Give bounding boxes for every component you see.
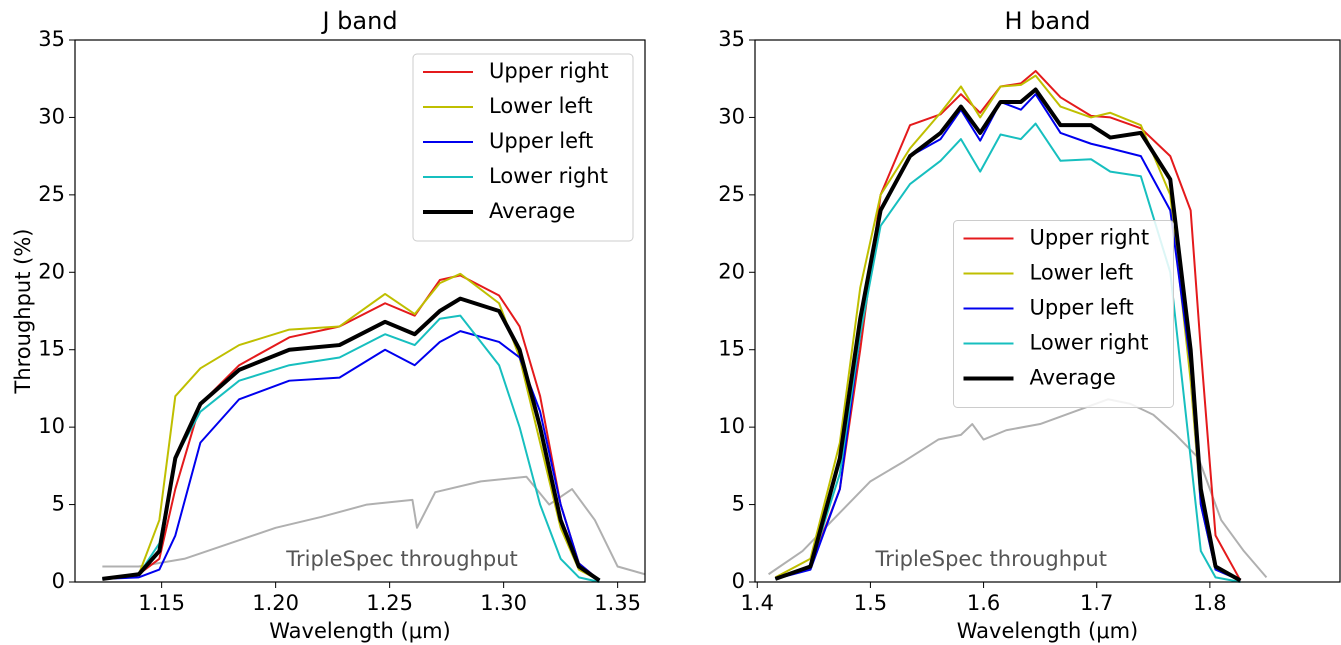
x-axis-label: Wavelength (μm): [957, 619, 1138, 643]
x-tick-label: 1.35: [594, 591, 641, 615]
legend-label: Lower left: [489, 94, 593, 118]
y-tick-label: 0: [732, 569, 745, 593]
legend-label: Upper right: [489, 59, 609, 83]
x-tick-label: 1.20: [252, 591, 299, 615]
y-tick-label: 30: [38, 104, 65, 128]
reference-line: [768, 398, 1268, 579]
series-line: [774, 87, 1242, 583]
y-tick-label: 25: [38, 182, 65, 206]
y-tick-label: 35: [38, 27, 65, 51]
series-line: [102, 296, 601, 583]
annotation: TripleSpec throughput: [285, 547, 517, 571]
series-line: [102, 314, 600, 583]
y-tick-label: 15: [38, 337, 65, 361]
series-line: [102, 274, 601, 582]
y-tick-label: 5: [52, 492, 65, 516]
legend-label: Average: [489, 199, 575, 223]
legend-label: Upper left: [489, 129, 593, 153]
y-tick-label: 20: [718, 259, 745, 283]
y-tick-label: 25: [718, 182, 745, 206]
y-tick-label: 30: [718, 104, 745, 128]
axes-frame: [754, 39, 1341, 583]
chart-title: J band: [320, 7, 397, 35]
series-line: [102, 272, 600, 582]
y-tick-label: 0: [52, 569, 65, 593]
legend-label: Lower right: [1030, 331, 1149, 355]
legend-label: Upper right: [1030, 226, 1150, 250]
x-tick-label: 1.15: [138, 591, 185, 615]
annotation: TripleSpec throughput: [874, 547, 1106, 571]
x-tick-label: 1.6: [967, 591, 1000, 615]
x-tick-label: 1.5: [854, 591, 887, 615]
legend-label: Upper left: [1030, 296, 1134, 320]
y-tick-label: 10: [38, 414, 65, 438]
x-axis-label: Wavelength (μm): [269, 619, 450, 643]
x-tick-label: 1.4: [741, 591, 774, 615]
reference-line: [102, 475, 646, 576]
y-tick-label: 35: [718, 27, 745, 51]
legend-box: [953, 220, 1174, 408]
legend-label: Average: [1030, 366, 1116, 390]
y-axis-label: Throughput (%): [11, 229, 35, 395]
legend-box: [412, 53, 634, 242]
x-tick-label: 1.7: [1080, 591, 1113, 615]
y-tick-label: 20: [38, 259, 65, 283]
y-tick-label: 15: [718, 337, 745, 361]
chart-title: H band: [1004, 7, 1090, 35]
legend-label: Lower left: [1030, 261, 1134, 285]
x-tick-label: 1.25: [366, 591, 413, 615]
y-tick-label: 10: [718, 414, 745, 438]
x-tick-label: 1.30: [480, 591, 527, 615]
y-tick-label: 5: [732, 492, 745, 516]
series-line: [102, 330, 601, 582]
axes-frame: [74, 39, 646, 583]
legend-label: Lower right: [489, 164, 608, 188]
x-tick-label: 1.8: [1193, 591, 1226, 615]
series-line: [775, 122, 1241, 583]
